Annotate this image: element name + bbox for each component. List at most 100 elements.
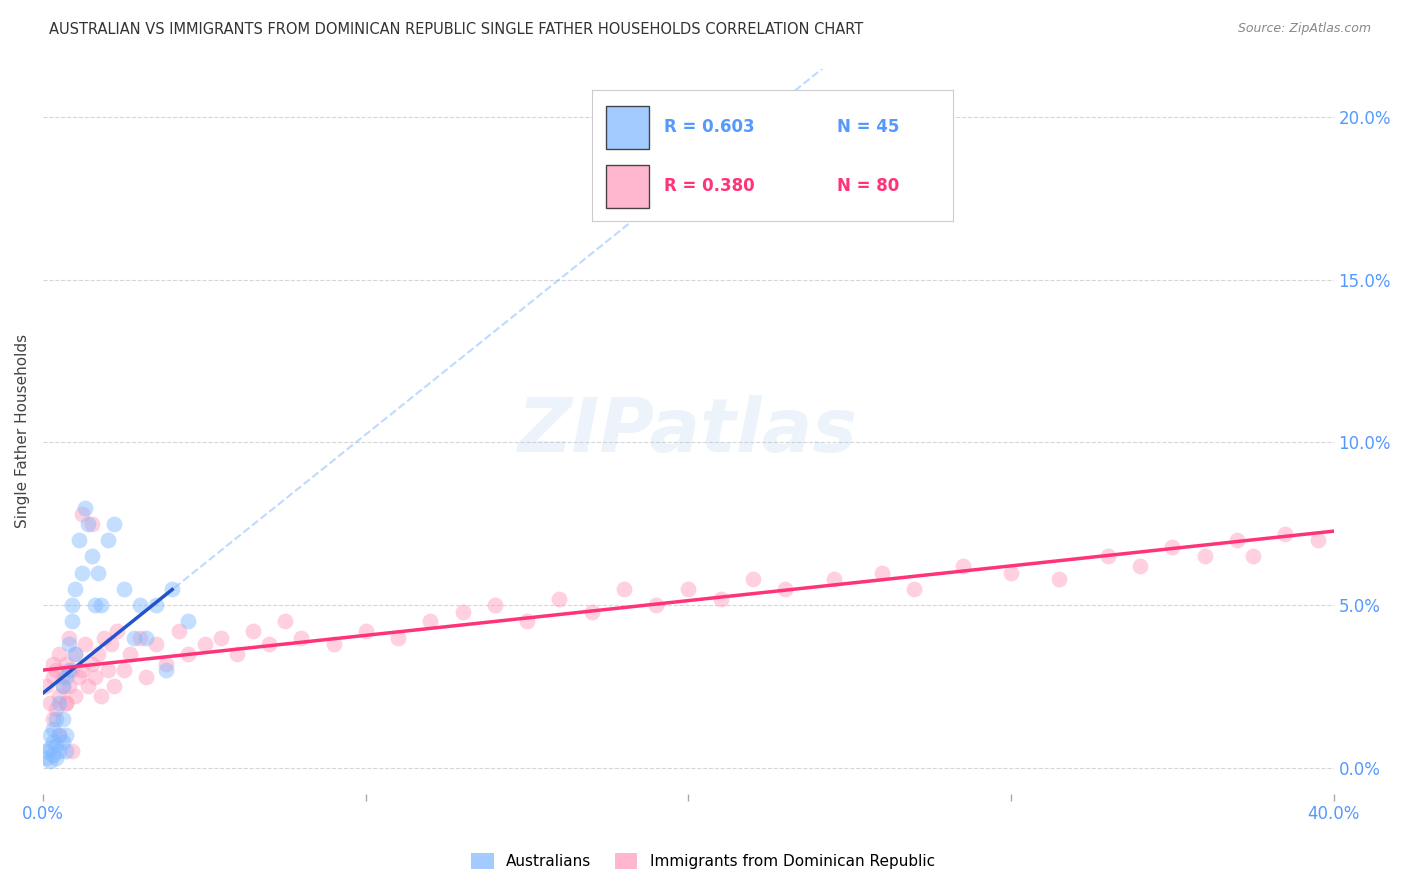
Point — [70, 507, 93, 521]
Point — [1194, 549, 1216, 564]
Point — [135, 670, 157, 684]
Point — [48, 689, 70, 703]
Point — [45, 702, 67, 716]
Point — [48, 728, 70, 742]
Text: Source: ZipAtlas.com: Source: ZipAtlas.com — [1237, 22, 1371, 36]
Point — [70, 663, 93, 677]
Point — [1129, 559, 1152, 574]
Point — [1274, 526, 1296, 541]
Point — [155, 663, 177, 677]
Point — [77, 679, 100, 693]
Point — [58, 637, 80, 651]
Point — [67, 533, 90, 547]
Point — [75, 637, 97, 651]
Point — [145, 598, 167, 612]
Point — [581, 605, 603, 619]
Point — [97, 663, 120, 677]
Point — [155, 657, 177, 671]
Point — [870, 566, 893, 580]
Point — [48, 728, 70, 742]
Point — [55, 657, 77, 671]
Point — [83, 598, 105, 612]
Point — [242, 624, 264, 638]
Point — [42, 712, 65, 726]
Point — [58, 631, 80, 645]
Point — [129, 598, 152, 612]
Point — [48, 647, 70, 661]
Point — [51, 670, 73, 684]
Point — [209, 631, 232, 645]
Point — [100, 637, 122, 651]
Point — [952, 559, 974, 574]
Point — [225, 647, 247, 661]
Point — [90, 689, 112, 703]
Point — [55, 696, 77, 710]
Point — [516, 615, 538, 629]
Point — [322, 637, 344, 651]
Point — [105, 624, 128, 638]
Point — [167, 624, 190, 638]
Point — [38, 741, 60, 756]
Point — [58, 663, 80, 677]
Point — [45, 663, 67, 677]
Point — [1000, 566, 1022, 580]
Point — [274, 615, 297, 629]
Point — [1097, 549, 1119, 564]
Point — [1241, 549, 1264, 564]
Point — [45, 712, 67, 726]
Point — [103, 679, 125, 693]
Point — [51, 679, 73, 693]
Point — [773, 582, 796, 596]
Point — [80, 657, 103, 671]
Point — [177, 647, 200, 661]
Point — [97, 533, 120, 547]
Point — [65, 582, 87, 596]
Point — [80, 549, 103, 564]
Point — [35, 751, 58, 765]
Point — [58, 679, 80, 693]
Point — [42, 722, 65, 736]
Legend: Australians, Immigrants from Dominican Republic: Australians, Immigrants from Dominican R… — [465, 847, 941, 875]
Point — [60, 615, 83, 629]
Point — [1226, 533, 1249, 547]
Point — [60, 663, 83, 677]
Point — [51, 679, 73, 693]
Point — [35, 679, 58, 693]
Point — [75, 500, 97, 515]
Point — [484, 598, 506, 612]
Point — [38, 728, 60, 742]
Point — [290, 631, 312, 645]
Point — [773, 127, 796, 141]
Point — [823, 572, 845, 586]
Point — [35, 744, 58, 758]
Text: AUSTRALIAN VS IMMIGRANTS FROM DOMINICAN REPUBLIC SINGLE FATHER HOUSEHOLDS CORREL: AUSTRALIAN VS IMMIGRANTS FROM DOMINICAN … — [49, 22, 863, 37]
Point — [90, 598, 112, 612]
Point — [51, 712, 73, 726]
Point — [38, 696, 60, 710]
Point — [257, 637, 280, 651]
Point — [83, 670, 105, 684]
Point — [162, 582, 184, 596]
Point — [903, 582, 925, 596]
Point — [742, 572, 765, 586]
Point — [145, 637, 167, 651]
Point — [120, 647, 142, 661]
Point — [42, 734, 65, 748]
Point — [419, 615, 441, 629]
Point — [48, 696, 70, 710]
Point — [65, 647, 87, 661]
Point — [135, 631, 157, 645]
Point — [93, 631, 115, 645]
Point — [42, 747, 65, 762]
Point — [60, 744, 83, 758]
Point — [67, 670, 90, 684]
Point — [678, 582, 700, 596]
Point — [42, 670, 65, 684]
Point — [193, 637, 215, 651]
Point — [451, 605, 474, 619]
Point — [38, 754, 60, 768]
Point — [354, 624, 377, 638]
Point — [1161, 540, 1184, 554]
Point — [60, 598, 83, 612]
Point — [129, 631, 152, 645]
